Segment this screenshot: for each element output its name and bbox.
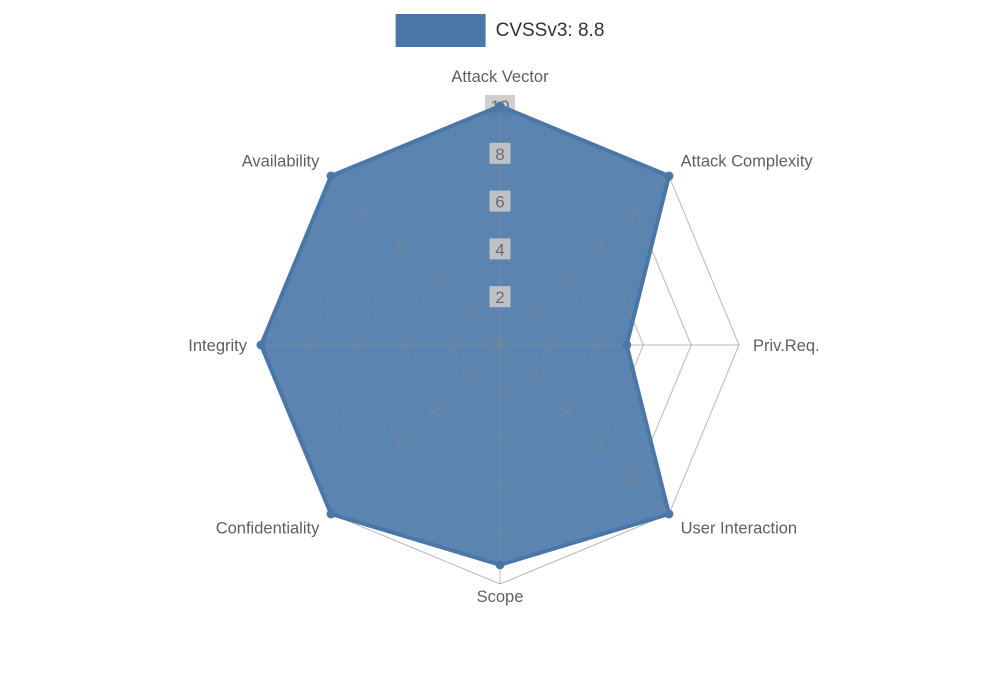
axis-label-availability: Availability xyxy=(242,152,320,170)
tick-backdrop xyxy=(489,286,511,308)
tick-backdrop xyxy=(489,142,511,164)
data-point-attack-complexity xyxy=(664,171,674,181)
tick-label-6: 6 xyxy=(495,193,504,212)
legend-swatch-icon xyxy=(395,14,486,47)
axis-line-availability xyxy=(330,175,501,346)
data-point-priv-req xyxy=(622,340,632,350)
axis-label-layer: Attack Vector Attack Complexity Priv.Req. U… xyxy=(188,68,819,606)
grid-layer xyxy=(260,105,740,585)
axis-line-user-interaction xyxy=(499,344,670,515)
axis-label-confidentiality: Confidentiality xyxy=(216,520,320,538)
tick-label-2: 2 xyxy=(495,288,504,307)
data-point-confidentiality xyxy=(326,509,336,519)
axis-line-confidentiality xyxy=(330,344,501,515)
data-point-integrity xyxy=(256,340,266,350)
series-border-layer xyxy=(256,101,674,570)
axis-label-priv-req: Priv.Req. xyxy=(753,337,820,355)
axis-label-attack-vector: Attack Vector xyxy=(451,68,549,86)
data-point-attack-vector xyxy=(495,101,505,111)
axis-label-attack-complexity: Attack Complexity xyxy=(681,152,814,170)
legend-item-cvssv3[interactable]: CVSSv3: 8.8 xyxy=(395,14,605,47)
tick-label-8: 8 xyxy=(495,145,504,164)
series-polygon-fill xyxy=(261,106,669,565)
tick-layer: 2 4 6 8 xyxy=(489,142,511,308)
data-point-scope xyxy=(495,560,505,570)
legend-label: CVSSv3: 8.8 xyxy=(495,20,605,41)
tick-label-4: 4 xyxy=(495,240,504,259)
data-point-availability xyxy=(326,171,336,181)
chart-legend: CVSSv3: 8.8 xyxy=(395,14,605,47)
axis-label-user-interaction: User Interaction xyxy=(681,520,797,538)
tick-backdrop xyxy=(489,190,511,212)
data-point-user-interaction xyxy=(664,509,674,519)
tick-backdrop xyxy=(489,238,511,260)
axis-label-scope: Scope xyxy=(477,588,524,606)
axis-line-attack-complexity xyxy=(499,175,670,346)
series-fill-layer xyxy=(261,106,669,565)
axis-label-integrity: Integrity xyxy=(188,337,247,355)
